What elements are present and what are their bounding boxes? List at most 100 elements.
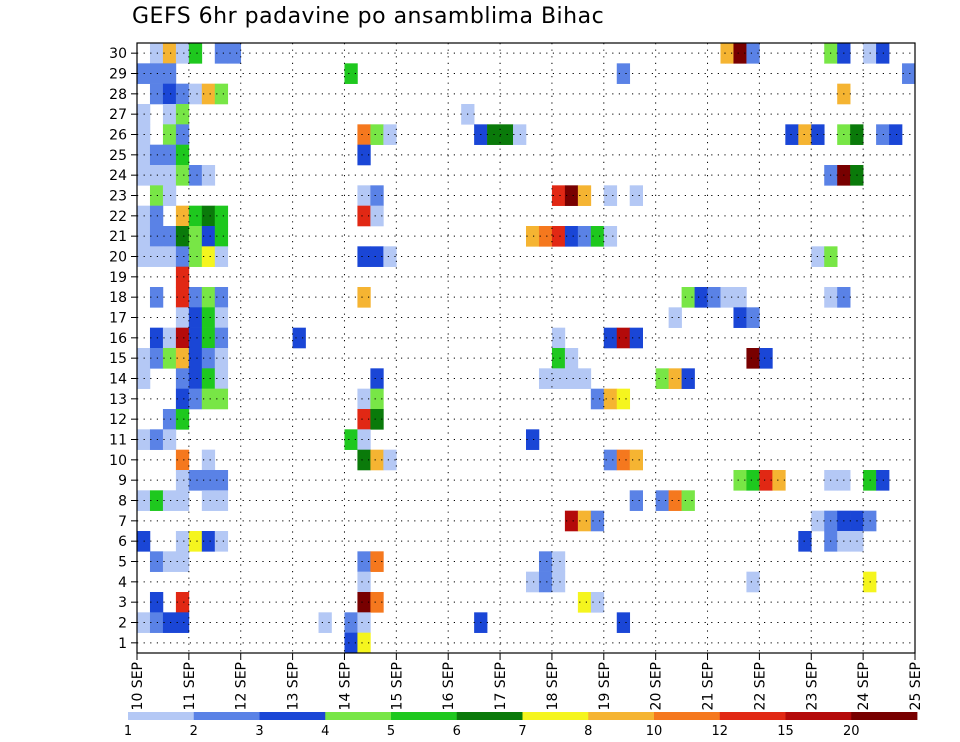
heatmap-cell [577,368,592,389]
heatmap-cell [370,388,384,410]
heatmap-cell [694,287,708,308]
heatmap-cell [227,43,242,64]
heatmap-cell [175,124,190,145]
y-tick-label: 24 [109,168,127,184]
heatmap-cell [707,287,721,308]
heatmap-cell [603,449,618,471]
heatmap-cell [149,83,164,105]
legend-label: 12 [711,724,728,739]
heatmap-cell [175,104,190,125]
heatmap-cell [538,571,553,593]
heatmap-cell [162,490,177,511]
x-tick-label: 23 SEP [804,662,820,710]
heatmap-cell [902,63,916,84]
legend-swatch [259,712,326,720]
heatmap-cell [188,531,203,552]
heatmap-cell [162,144,177,166]
heatmap-cell [344,429,358,450]
heatmap-cell [201,449,216,471]
heatmap-cell [149,327,164,349]
heatmap-cell [357,612,371,633]
heatmap-cell [201,490,216,511]
heatmap-cell [370,368,384,389]
heatmap-cell [655,490,669,511]
heatmap-cell [357,571,371,593]
heatmap-cell [214,205,229,227]
heatmap-cell [357,449,371,471]
heatmap-cell [201,226,216,247]
heatmap-cell [201,470,216,491]
heatmap-cell [746,43,760,64]
heatmap-cell [772,470,786,491]
legend-label: 1 [124,724,132,739]
y-tick-label: 27 [109,107,127,123]
heatmap-cell [149,185,164,206]
heatmap-cell [590,388,605,410]
legend-swatch [128,712,195,720]
heatmap-cell [188,287,203,308]
heatmap-cell [370,185,384,206]
y-tick-label: 20 [109,250,127,266]
heatmap-cell [603,226,618,247]
heatmap-cell [188,368,203,389]
heatmap-cell [616,388,631,410]
heatmap-cell [370,205,384,227]
y-tick-label: 7 [118,514,127,530]
heatmap-cell [733,287,747,308]
y-tick-label: 26 [109,128,127,144]
heatmap-cell [798,124,812,145]
heatmap-cell [655,368,669,389]
heatmap-cell [357,205,371,227]
heatmap-cell [629,327,643,349]
heatmap-cell [175,470,190,491]
heatmap-cell [162,124,177,145]
heatmap-cell [188,470,203,491]
heatmap-cell [668,368,682,389]
heatmap-cell [538,226,553,247]
heatmap-cell [162,246,177,267]
heatmap-cell [214,327,229,349]
x-axis: 10 SEP 11 SEP 12 SEP 13 SEP 14 SEP 15 SEP 16 S… [130,653,924,710]
heatmap-cell [175,43,190,64]
legend-swatch [193,712,260,720]
heatmap-cell [175,327,190,349]
y-tick-label: 10 [109,453,127,469]
heatmap-cell [357,287,371,308]
x-tick-label: 16 SEP [441,662,457,710]
legend-label: 15 [777,724,794,739]
y-tick-label: 2 [118,616,127,632]
y-tick-label: 29 [109,67,127,83]
heatmap-cell [383,124,397,145]
heatmap-cell [188,83,203,105]
heatmap-cell [564,226,579,247]
heatmap-cell [149,43,164,64]
x-tick-label: 17 SEP [493,662,509,710]
y-tick-label: 21 [109,229,127,245]
heatmap-cell [175,531,190,552]
heatmap-cell [889,124,903,145]
heatmap-cell [149,612,164,633]
heatmap-cell [629,185,643,206]
heatmap-cell [590,226,605,247]
heatmap-cell [175,592,190,613]
legend-label: 3 [255,724,263,739]
heatmap-cell [149,205,164,227]
heatmap-cell [759,470,773,491]
legend-label: 7 [518,724,526,739]
heatmap-cell [603,185,618,206]
heatmap-cell [785,124,799,145]
heatmap-cell [201,165,216,186]
heatmap-cell [175,449,190,471]
heatmap-cell [162,63,177,84]
heatmap-cell [733,307,747,328]
heatmap-cell [629,490,643,511]
heatmap-cell [357,185,371,206]
x-tick-label: 24 SEP [856,662,872,710]
legend-swatch [851,712,918,720]
heatmap-cell [746,348,760,369]
y-tick-label: 11 [109,433,127,449]
legend-swatch [719,712,786,720]
heatmap-cell [357,632,371,654]
heatmap-cell [551,368,566,389]
y-tick-label: 15 [109,351,127,367]
